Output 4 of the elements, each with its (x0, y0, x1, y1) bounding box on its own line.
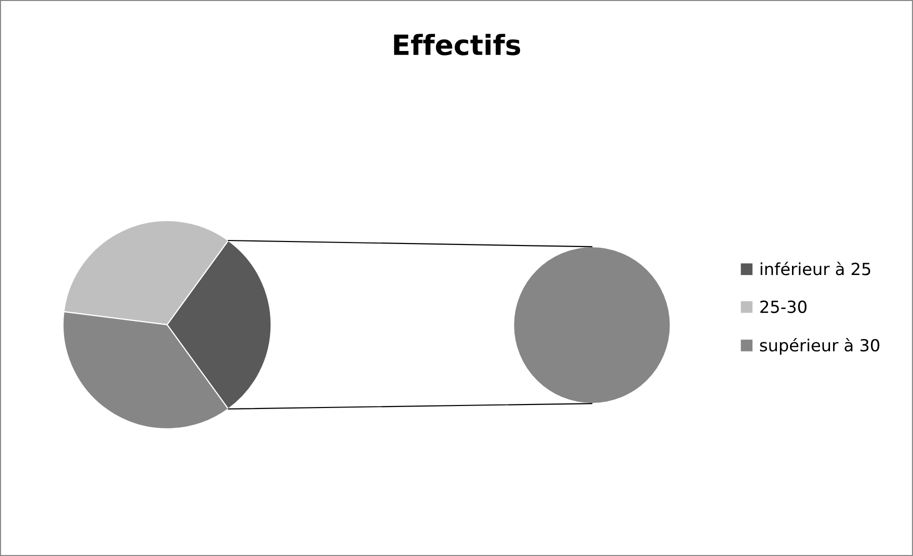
legend-label: inférieur à 25 (760, 262, 870, 276)
legend-label: supérieur à 30 (760, 338, 880, 355)
chart-title: Effectifs (394, 34, 520, 56)
legend-label: 25-30 (760, 300, 806, 314)
